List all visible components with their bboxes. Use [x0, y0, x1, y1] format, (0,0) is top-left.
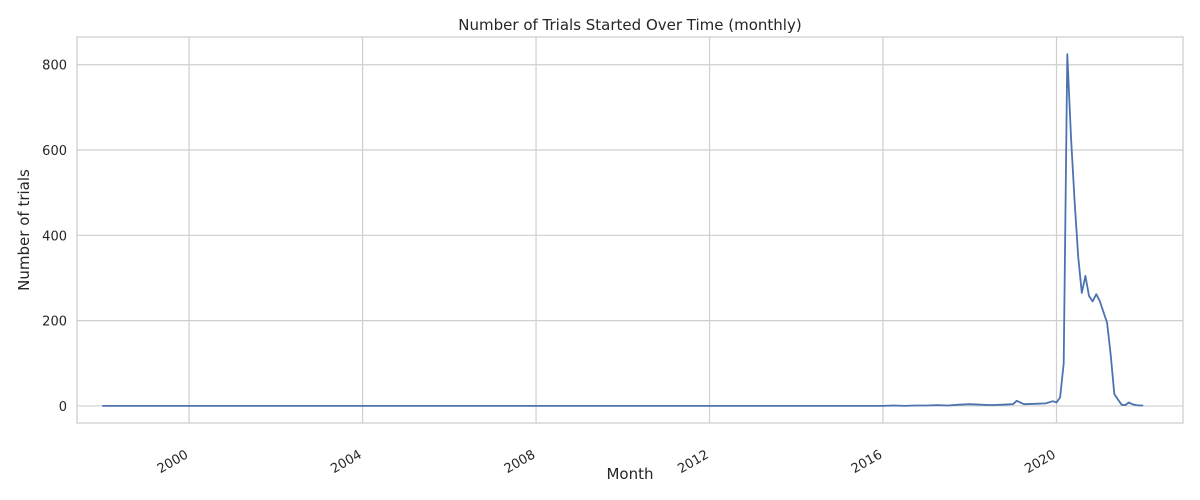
y-tick-label: 600 [42, 144, 67, 159]
y-tick-label: 400 [42, 229, 67, 244]
y-tick-label: 200 [42, 315, 67, 330]
plot-frame [76, 36, 1184, 424]
y-tick-label: 0 [59, 400, 67, 415]
series-line [102, 53, 1144, 407]
x-axis-label: Month [606, 465, 653, 483]
y-tick-label: 800 [42, 59, 67, 74]
series-layer [102, 53, 1144, 407]
y-axis-label: Number of trials [15, 169, 33, 291]
chart-title: Number of Trials Started Over Time (mont… [458, 16, 801, 34]
